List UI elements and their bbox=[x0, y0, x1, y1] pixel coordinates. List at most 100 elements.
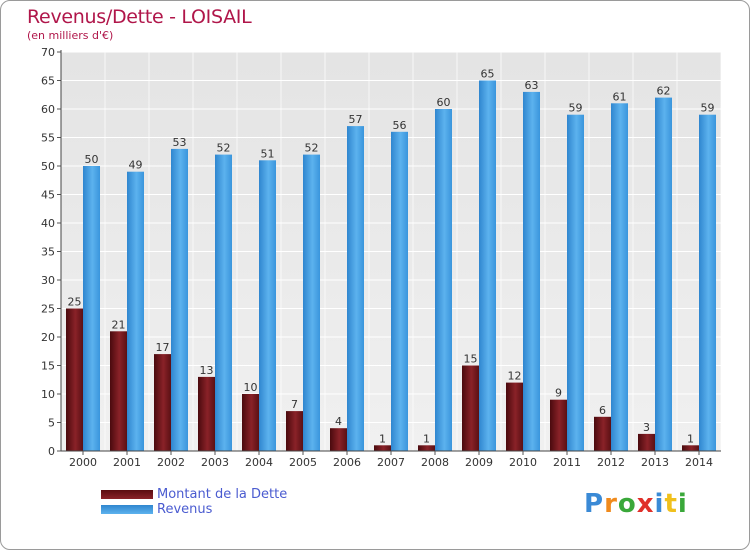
bar-debt-label: 21 bbox=[112, 318, 126, 331]
x-tick-label: 2011 bbox=[553, 456, 581, 469]
bar-debt bbox=[110, 331, 127, 451]
bar-revenue-label: 63 bbox=[525, 79, 539, 92]
logo-letter: r bbox=[604, 489, 618, 519]
y-tick-label: 25 bbox=[41, 303, 55, 316]
bar-revenue-label: 59 bbox=[701, 102, 715, 115]
bar-revenue-label: 50 bbox=[85, 153, 99, 166]
bar-debt-label: 10 bbox=[244, 381, 258, 394]
bar-revenue-label: 60 bbox=[437, 96, 451, 109]
bar-debt-label: 17 bbox=[156, 341, 170, 354]
bar-revenue-label: 62 bbox=[657, 85, 671, 98]
y-tick-label: 15 bbox=[41, 360, 55, 373]
bar-debt bbox=[286, 411, 303, 451]
bar-revenue bbox=[479, 80, 496, 451]
y-tick-label: 50 bbox=[41, 160, 55, 173]
bar-revenue bbox=[127, 171, 144, 451]
logo-letter: o bbox=[617, 489, 637, 519]
bar-revenue-label: 52 bbox=[305, 142, 319, 155]
bar-revenue bbox=[699, 114, 716, 451]
x-tick-label: 2008 bbox=[421, 456, 449, 469]
bar-debt bbox=[550, 399, 567, 451]
y-tick-label: 70 bbox=[41, 46, 55, 59]
bar-debt bbox=[242, 394, 259, 451]
bar-debt-label: 6 bbox=[599, 404, 606, 417]
x-tick-label: 2001 bbox=[113, 456, 141, 469]
bar-revenue-label: 59 bbox=[569, 102, 583, 115]
bar-revenue-label: 53 bbox=[173, 136, 187, 149]
bar-debt bbox=[638, 433, 655, 451]
y-tick-label: 40 bbox=[41, 217, 55, 230]
bar-revenue bbox=[567, 114, 584, 451]
bar-revenue-label: 51 bbox=[261, 147, 275, 160]
bar-debt bbox=[594, 416, 611, 451]
y-tick-label: 0 bbox=[48, 445, 55, 458]
y-tick-label: 35 bbox=[41, 246, 55, 259]
y-tick-label: 5 bbox=[48, 417, 55, 430]
x-tick-label: 2014 bbox=[685, 456, 713, 469]
bar-debt-label: 1 bbox=[687, 432, 694, 445]
bar-debt bbox=[462, 365, 479, 451]
y-tick-label: 10 bbox=[41, 388, 55, 401]
bar-debt-label: 3 bbox=[643, 421, 650, 434]
bar-debt-label: 9 bbox=[555, 387, 562, 400]
y-tick-label: 65 bbox=[41, 75, 55, 88]
logo-letter: i bbox=[677, 489, 688, 519]
x-tick-label: 2007 bbox=[377, 456, 405, 469]
bar-debt-label: 25 bbox=[68, 296, 82, 309]
bar-revenue bbox=[611, 103, 628, 452]
bar-revenue bbox=[171, 148, 188, 451]
legend-swatch-debt bbox=[101, 490, 153, 499]
chart-title: Revenus/Dette - LOISAIL bbox=[27, 6, 252, 28]
bar-debt-label: 13 bbox=[200, 364, 214, 377]
bar-revenue bbox=[523, 91, 540, 452]
bar-revenue bbox=[215, 154, 232, 451]
bar-revenue bbox=[83, 166, 100, 451]
bar-debt-label: 12 bbox=[508, 370, 522, 383]
bar-revenue-label: 65 bbox=[481, 68, 495, 81]
x-tick-label: 2013 bbox=[641, 456, 669, 469]
x-tick-label: 2012 bbox=[597, 456, 625, 469]
bar-revenue-label: 57 bbox=[349, 113, 363, 126]
bar-revenue bbox=[259, 160, 276, 452]
y-tick-label: 45 bbox=[41, 189, 55, 202]
bar-debt bbox=[198, 376, 215, 451]
proxiti-logo: Proxiti bbox=[584, 489, 688, 519]
bar-debt-label: 1 bbox=[423, 432, 430, 445]
y-tick-label: 60 bbox=[41, 103, 55, 116]
y-tick-label: 55 bbox=[41, 132, 55, 145]
logo-letter: i bbox=[654, 489, 665, 519]
y-tick-label: 20 bbox=[41, 331, 55, 344]
bar-debt bbox=[506, 382, 523, 451]
x-tick-label: 2000 bbox=[69, 456, 97, 469]
x-tick-label: 2002 bbox=[157, 456, 185, 469]
logo-letter: P bbox=[584, 489, 605, 519]
bar-revenue-label: 49 bbox=[129, 159, 143, 172]
bar-debt bbox=[330, 428, 347, 451]
x-tick-label: 2006 bbox=[333, 456, 361, 469]
x-tick-label: 2005 bbox=[289, 456, 317, 469]
x-tick-label: 2004 bbox=[245, 456, 273, 469]
bar-debt bbox=[374, 445, 391, 451]
bar-debt-label: 4 bbox=[335, 415, 342, 428]
bar-revenue-label: 61 bbox=[613, 90, 627, 103]
x-tick-label: 2003 bbox=[201, 456, 229, 469]
bar-debt bbox=[682, 445, 699, 451]
bar-debt-label: 15 bbox=[464, 353, 478, 366]
bar-debt bbox=[418, 445, 435, 451]
logo-letter: x bbox=[636, 489, 655, 519]
bar-debt bbox=[66, 308, 83, 451]
legend-label-debt: Montant de la Dette bbox=[157, 487, 288, 502]
bar-debt-label: 7 bbox=[291, 398, 298, 411]
x-tick-label: 2009 bbox=[465, 456, 493, 469]
bar-revenue bbox=[303, 154, 320, 451]
bar-debt bbox=[154, 354, 171, 451]
chart-subtitle: (en milliers d'€) bbox=[27, 29, 114, 42]
bar-revenue-label: 56 bbox=[393, 119, 407, 132]
logo-letter: t bbox=[664, 489, 678, 519]
legend-swatch-revenue bbox=[101, 505, 153, 514]
legend-label-revenue: Revenus bbox=[157, 502, 213, 517]
bar-revenue bbox=[347, 126, 364, 451]
bar-revenue bbox=[655, 97, 672, 451]
